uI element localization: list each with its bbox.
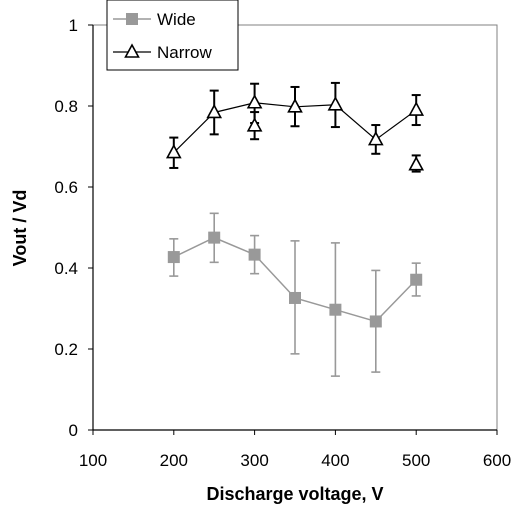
- legend-wide-label: Wide: [157, 10, 196, 29]
- x-tick-label: 400: [321, 451, 349, 470]
- y-axis-label: Vout / Vd: [10, 190, 30, 267]
- data-point-narrow: [327, 96, 344, 111]
- x-axis-label: Discharge voltage, V: [206, 484, 383, 504]
- x-tick-label: 100: [79, 451, 107, 470]
- data-point-wide: [329, 303, 342, 316]
- legend-narrow-marker: [124, 43, 140, 58]
- y-tick-label: 0.2: [54, 340, 78, 359]
- data-point-narrow: [206, 103, 223, 119]
- series-layer: [165, 81, 425, 377]
- data-point-wide: [369, 315, 382, 328]
- data-point-wide: [167, 251, 180, 264]
- data-point-narrow: [367, 130, 384, 146]
- data-point-narrow: [165, 143, 182, 159]
- data-point-wide: [208, 231, 221, 244]
- y-tick-label: 0: [69, 421, 78, 440]
- data-point-wide: [248, 248, 261, 261]
- data-point-narrow: [246, 117, 263, 132]
- y-tick-label: 0.8: [54, 97, 78, 116]
- data-point-narrow: [287, 98, 303, 113]
- x-tick-label: 300: [240, 451, 268, 470]
- y-tick-label: 1: [69, 16, 78, 35]
- series-wide: [167, 212, 423, 377]
- data-point-narrow: [408, 101, 425, 116]
- data-point-narrow: [246, 94, 263, 109]
- plot-area: [92, 24, 498, 431]
- x-tick-label: 500: [402, 451, 430, 470]
- series-narrow: [165, 81, 425, 173]
- legend-box: [106, 0, 239, 71]
- y-tick-label: 0.4: [54, 259, 78, 278]
- legend-wide-marker: [126, 13, 138, 25]
- data-point-wide: [410, 273, 423, 286]
- data-point-wide: [289, 291, 301, 304]
- x-tick-label: 600: [483, 451, 511, 470]
- y-tick-label: 0.6: [54, 178, 78, 197]
- legend-narrow-label: Narrow: [157, 43, 213, 62]
- ticks: 100 200 300 400 500 600 0 0.2 0.4 0.6 0.8 1: [54, 16, 511, 470]
- x-tick-label: 200: [160, 451, 188, 470]
- legend: Wide Narrow: [106, 0, 239, 71]
- data-point-narrow: [408, 156, 425, 171]
